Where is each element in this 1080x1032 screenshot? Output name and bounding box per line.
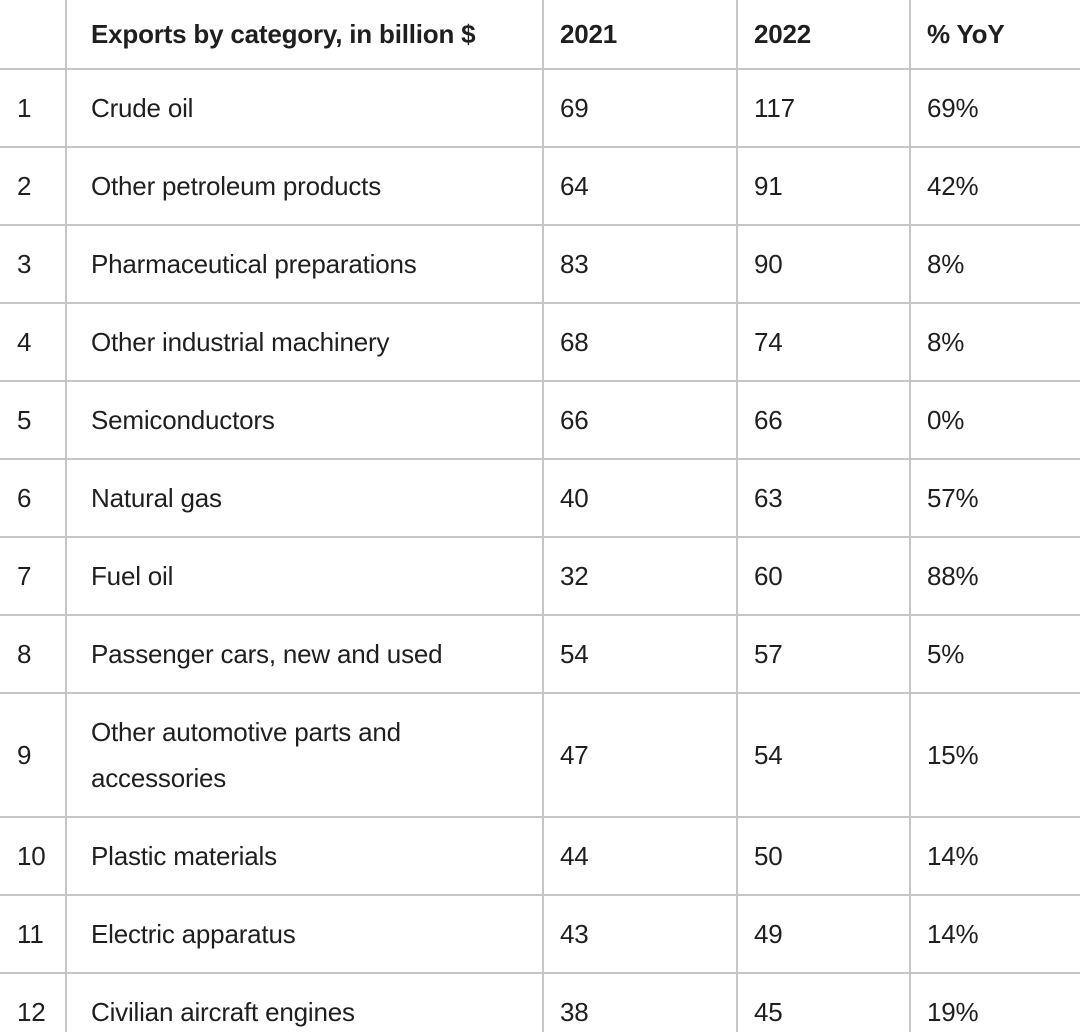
row-index-cell: 3 [0, 224, 67, 304]
row-index-cell: 9 [0, 692, 67, 818]
table-row: 5 Semiconductors 66 66 0% [0, 380, 1080, 460]
value-yoy-cell: 88% [909, 536, 1080, 616]
table-row: 9 Other automotive parts and accessories… [0, 692, 1080, 818]
value-yoy-cell: 57% [909, 458, 1080, 538]
header-yoy-cell: % YoY [909, 0, 1080, 70]
value-yoy-cell: 8% [909, 224, 1080, 304]
category-cell: Other automotive parts and accessories [65, 692, 544, 818]
value-2022-cell: 50 [736, 816, 911, 896]
value-2022-cell: 54 [736, 692, 911, 818]
header-2021-cell: 2021 [542, 0, 738, 70]
value-yoy-cell: 42% [909, 146, 1080, 226]
row-index-cell: 6 [0, 458, 67, 538]
category-cell: Pharmaceutical preparations [65, 224, 544, 304]
value-2021-cell: 32 [542, 536, 738, 616]
category-cell: Plastic materials [65, 816, 544, 896]
table-row: 1 Crude oil 69 117 69% [0, 68, 1080, 148]
value-yoy-cell: 19% [909, 972, 1080, 1032]
value-2021-cell: 69 [542, 68, 738, 148]
header-index-cell [0, 0, 67, 70]
value-2022-cell: 91 [736, 146, 911, 226]
value-yoy-cell: 8% [909, 302, 1080, 382]
table-row: 3 Pharmaceutical preparations 83 90 8% [0, 224, 1080, 304]
table-row: 11 Electric apparatus 43 49 14% [0, 894, 1080, 974]
category-cell: Semiconductors [65, 380, 544, 460]
table-header-row: Exports by category, in billion $ 2021 2… [0, 0, 1080, 70]
row-index-cell: 2 [0, 146, 67, 226]
value-2021-cell: 83 [542, 224, 738, 304]
header-2022-cell: 2022 [736, 0, 911, 70]
value-2021-cell: 64 [542, 146, 738, 226]
row-index-cell: 1 [0, 68, 67, 148]
category-cell: Other industrial machinery [65, 302, 544, 382]
value-2021-cell: 47 [542, 692, 738, 818]
category-cell: Crude oil [65, 68, 544, 148]
value-2022-cell: 66 [736, 380, 911, 460]
row-index-cell: 4 [0, 302, 67, 382]
row-index-cell: 11 [0, 894, 67, 974]
value-2021-cell: 44 [542, 816, 738, 896]
value-yoy-cell: 5% [909, 614, 1080, 694]
table-row: 2 Other petroleum products 64 91 42% [0, 146, 1080, 226]
value-2022-cell: 57 [736, 614, 911, 694]
table-row: 10 Plastic materials 44 50 14% [0, 816, 1080, 896]
value-2022-cell: 49 [736, 894, 911, 974]
value-yoy-cell: 0% [909, 380, 1080, 460]
value-2022-cell: 117 [736, 68, 911, 148]
category-cell: Electric apparatus [65, 894, 544, 974]
category-cell: Natural gas [65, 458, 544, 538]
header-category-cell: Exports by category, in billion $ [65, 0, 544, 70]
value-yoy-cell: 14% [909, 816, 1080, 896]
value-yoy-cell: 14% [909, 894, 1080, 974]
category-cell: Other petroleum products [65, 146, 544, 226]
value-2021-cell: 68 [542, 302, 738, 382]
value-yoy-cell: 69% [909, 68, 1080, 148]
row-index-cell: 7 [0, 536, 67, 616]
value-2021-cell: 66 [542, 380, 738, 460]
value-2021-cell: 43 [542, 894, 738, 974]
value-2022-cell: 45 [736, 972, 911, 1032]
value-yoy-cell: 15% [909, 692, 1080, 818]
category-cell: Fuel oil [65, 536, 544, 616]
table-row: 6 Natural gas 40 63 57% [0, 458, 1080, 538]
table-row: 4 Other industrial machinery 68 74 8% [0, 302, 1080, 382]
value-2022-cell: 63 [736, 458, 911, 538]
value-2021-cell: 38 [542, 972, 738, 1032]
row-index-cell: 5 [0, 380, 67, 460]
value-2022-cell: 74 [736, 302, 911, 382]
table-row: 8 Passenger cars, new and used 54 57 5% [0, 614, 1080, 694]
value-2022-cell: 60 [736, 536, 911, 616]
row-index-cell: 12 [0, 972, 67, 1032]
value-2021-cell: 54 [542, 614, 738, 694]
value-2022-cell: 90 [736, 224, 911, 304]
row-index-cell: 10 [0, 816, 67, 896]
table-row: 12 Civilian aircraft engines 38 45 19% [0, 972, 1080, 1032]
value-2021-cell: 40 [542, 458, 738, 538]
category-cell: Civilian aircraft engines [65, 972, 544, 1032]
row-index-cell: 8 [0, 614, 67, 694]
category-cell: Passenger cars, new and used [65, 614, 544, 694]
table-row: 7 Fuel oil 32 60 88% [0, 536, 1080, 616]
